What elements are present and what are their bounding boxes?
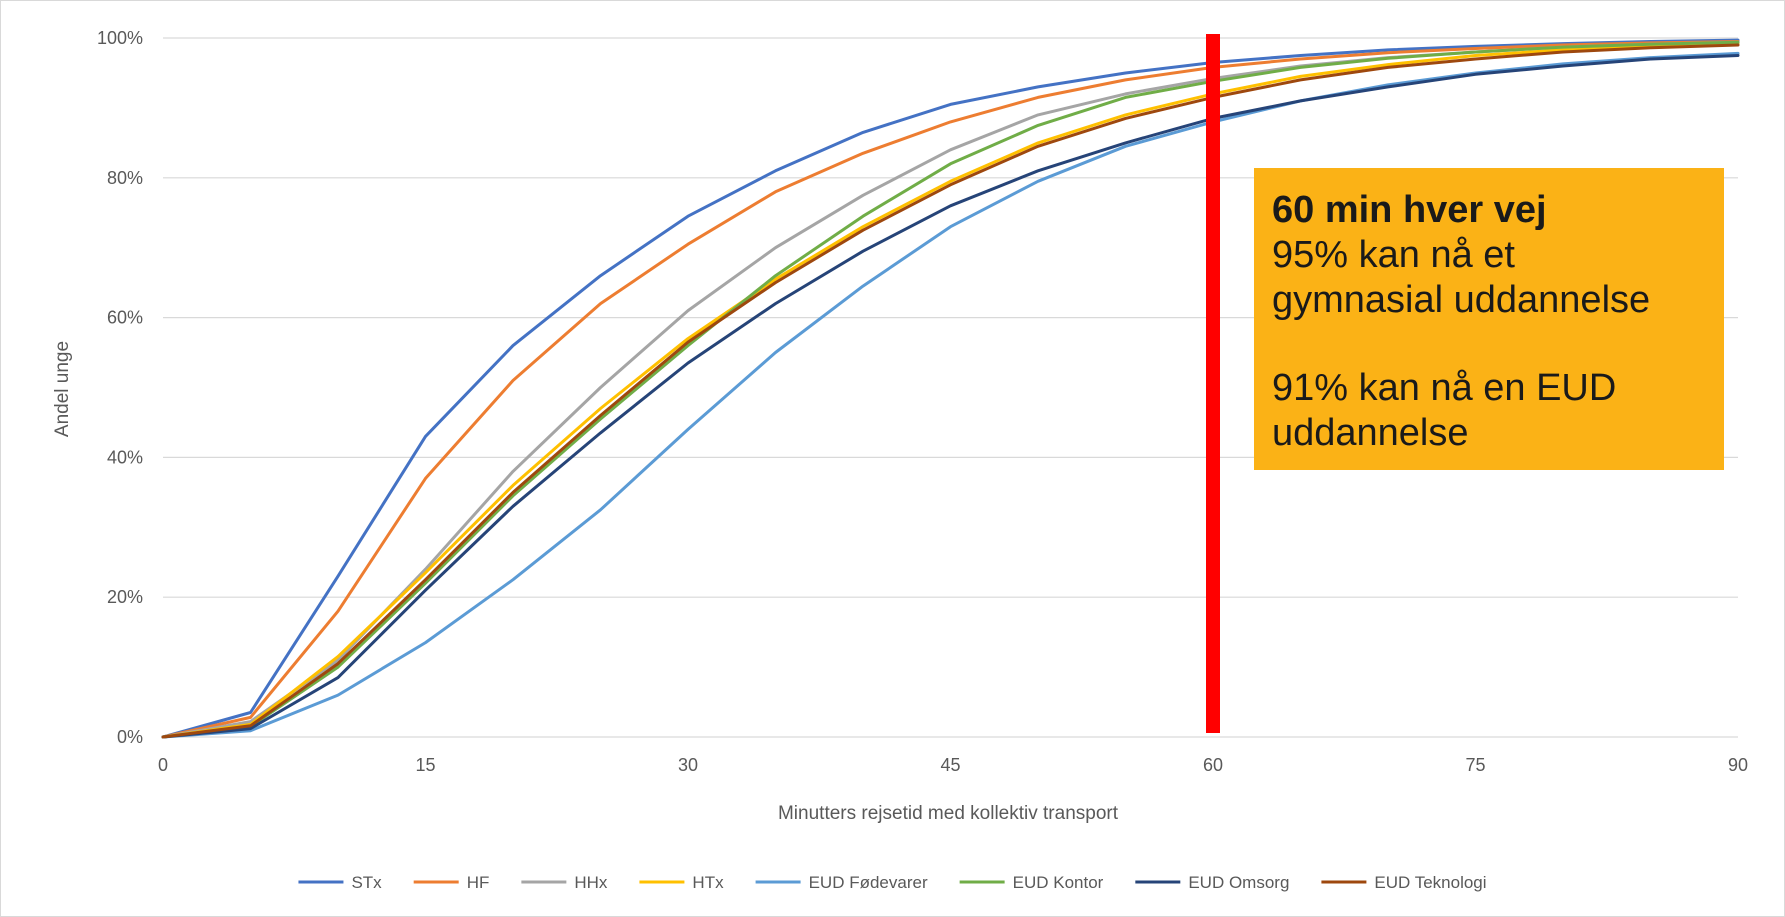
x-tick-label: 75	[1465, 755, 1485, 775]
annotation-heading: 60 min hver vej	[1272, 189, 1547, 231]
series-line-eud-teknologi	[161, 43, 1740, 739]
series-line-eud-kontor	[161, 40, 1740, 739]
y-tick-label: 60%	[107, 308, 143, 328]
x-axis-title: Minutters rejsetid med kollektiv transpo…	[778, 803, 1119, 824]
annotation-line-1: 95% kan nå et	[1272, 233, 1515, 276]
legend-label-hf: HF	[467, 873, 490, 892]
x-tick-label: 0	[158, 755, 168, 775]
series-lines	[161, 38, 1740, 739]
legend-label-hhx: HHx	[574, 873, 608, 892]
y-tick-label: 100%	[97, 28, 143, 48]
legend-label-eud-omsorg: EUD Omsorg	[1188, 873, 1289, 892]
legend-label-eud-teknologi: EUD Teknologi	[1374, 873, 1486, 892]
y-tick-label: 80%	[107, 168, 143, 188]
series-line-eud-omsorg	[161, 54, 1740, 739]
annotation-box: 60 min hver vej 95% kan nå et gymnasial …	[1254, 168, 1724, 470]
x-tick-label: 30	[678, 755, 698, 775]
y-tick-label: 0%	[117, 727, 143, 747]
series-line-hf	[161, 40, 1740, 739]
x-axis-ticks: 0 15 30 45 60 75 90	[158, 755, 1748, 775]
annotation-gap	[1272, 322, 1706, 366]
annotation-line-3: 91% kan nå en EUD	[1272, 367, 1617, 410]
x-tick-label: 90	[1728, 755, 1748, 775]
legend: STx HF HHx HTx EUD Fødevarer EUD Kontor EUD Om…	[298, 873, 1487, 892]
x-tick-label: 60	[1203, 755, 1223, 775]
legend-label-htx: HTx	[692, 873, 724, 892]
legend-label-stx: STx	[351, 873, 382, 892]
legend-label-eud-f-devarer: EUD Fødevarer	[809, 873, 928, 892]
annotation-line-2: gymnasial uddannelse	[1272, 278, 1651, 321]
y-tick-label: 20%	[107, 587, 143, 607]
legend-label-eud-kontor: EUD Kontor	[1013, 873, 1104, 892]
series-line-htx	[161, 42, 1740, 739]
annotation-line-4: uddannelse	[1272, 412, 1469, 455]
y-axis-title: Andel unge	[52, 341, 73, 437]
x-tick-label: 15	[415, 755, 435, 775]
y-tick-label: 40%	[107, 447, 143, 467]
y-axis-ticks: 0% 20% 40% 60% 80% 100%	[97, 28, 143, 747]
x-tick-label: 45	[940, 755, 960, 775]
series-line-stx	[161, 38, 1740, 739]
gridlines	[163, 37, 1738, 738]
